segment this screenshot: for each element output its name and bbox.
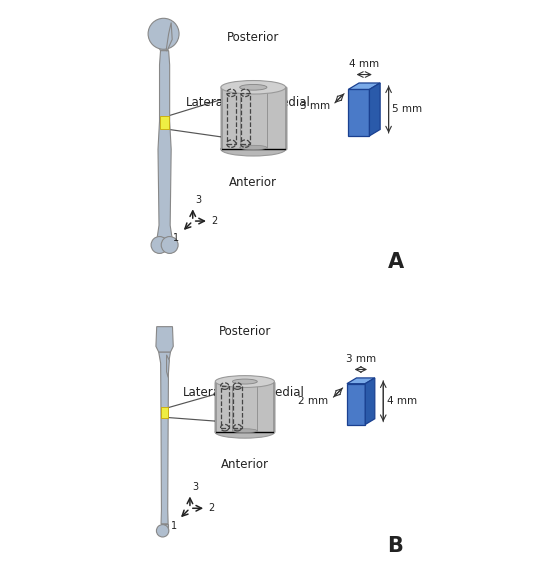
Ellipse shape	[221, 143, 286, 156]
Ellipse shape	[240, 84, 267, 90]
Polygon shape	[159, 352, 170, 524]
Polygon shape	[161, 524, 168, 532]
Ellipse shape	[233, 379, 257, 384]
Polygon shape	[156, 327, 173, 352]
Polygon shape	[156, 45, 168, 54]
Polygon shape	[347, 384, 365, 424]
FancyBboxPatch shape	[161, 407, 168, 418]
Circle shape	[161, 237, 178, 254]
Text: B: B	[388, 537, 403, 556]
Polygon shape	[166, 23, 172, 51]
Ellipse shape	[240, 145, 267, 150]
Ellipse shape	[215, 376, 275, 388]
Polygon shape	[365, 378, 375, 424]
Circle shape	[156, 525, 169, 537]
Text: 4 mm: 4 mm	[387, 396, 417, 406]
Text: 5 mm: 5 mm	[392, 104, 422, 114]
Text: Medial: Medial	[266, 387, 305, 400]
FancyBboxPatch shape	[161, 115, 169, 129]
Polygon shape	[157, 51, 173, 242]
Ellipse shape	[215, 426, 275, 438]
Ellipse shape	[233, 429, 257, 433]
Text: 3: 3	[195, 195, 201, 205]
Text: 3 mm: 3 mm	[300, 101, 330, 112]
Circle shape	[148, 18, 179, 49]
Text: 3: 3	[192, 482, 198, 492]
Text: Lateral: Lateral	[186, 96, 228, 109]
Text: Posterior: Posterior	[227, 31, 280, 44]
Text: Medial: Medial	[272, 96, 311, 109]
Polygon shape	[167, 355, 169, 378]
Polygon shape	[370, 83, 380, 136]
Text: 2: 2	[208, 503, 215, 513]
Text: 4 mm: 4 mm	[349, 59, 379, 70]
FancyBboxPatch shape	[221, 87, 286, 149]
FancyBboxPatch shape	[128, 0, 418, 286]
Text: Lateral: Lateral	[183, 387, 225, 400]
FancyBboxPatch shape	[128, 280, 418, 566]
Text: 3 mm: 3 mm	[346, 354, 376, 365]
Text: Posterior: Posterior	[218, 325, 271, 338]
Ellipse shape	[221, 80, 286, 94]
Polygon shape	[348, 89, 370, 136]
Text: A: A	[388, 252, 403, 272]
Text: 2 mm: 2 mm	[299, 396, 329, 406]
FancyBboxPatch shape	[215, 381, 275, 432]
Text: Anterior: Anterior	[221, 457, 269, 470]
Text: Anterior: Anterior	[229, 176, 277, 189]
Polygon shape	[348, 83, 380, 89]
Text: 1: 1	[170, 521, 177, 531]
Text: 1: 1	[174, 233, 180, 243]
Text: 2: 2	[211, 216, 217, 226]
Circle shape	[151, 237, 168, 254]
Polygon shape	[347, 378, 375, 384]
Polygon shape	[157, 235, 173, 251]
